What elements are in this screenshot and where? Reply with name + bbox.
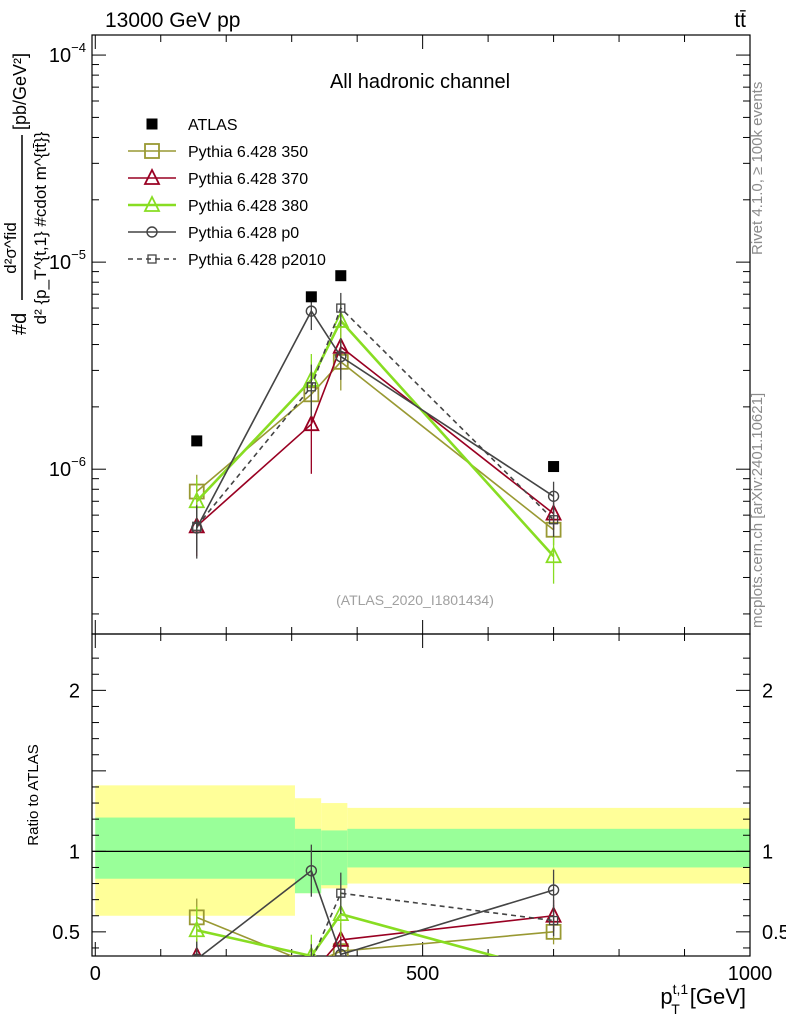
series-3-ratio-point	[335, 948, 347, 956]
series-1-line	[196, 345, 555, 527]
series-4-ratio-point	[192, 954, 202, 956]
series-4-point	[192, 521, 202, 531]
legend-marker-1	[143, 167, 161, 185]
series-2-ratio-point	[547, 964, 561, 978]
atlas-data-point	[305, 291, 317, 303]
series-2-ratio-point	[188, 920, 206, 938]
y-label-fraction-bottom: d² {p_T^{t,1} #cdot m^{tt̄}}	[31, 131, 50, 324]
series-2-ratio-point	[306, 945, 317, 956]
series-1-ratio-point	[304, 966, 318, 980]
series-3-point	[547, 490, 560, 502]
series-4-ratio-point	[336, 888, 346, 898]
legend-atlas-marker	[146, 118, 158, 130]
ratio-uncertainty-bands	[95, 785, 750, 916]
analysis-id: (ATLAS_2020_I1801434)	[336, 592, 494, 608]
legend-marker-0	[144, 143, 160, 159]
axis-ticks: 0 500 1000 10−6 10−5 10−4 0.5 0.5 1 1 2 2	[49, 35, 786, 985]
process-label: tt̄	[734, 9, 746, 32]
x-tick-label: 500	[406, 963, 439, 985]
legend-marker-3	[146, 226, 158, 238]
y-lower-tick-label-right: 2	[762, 680, 773, 702]
legend-marker-4	[147, 254, 157, 264]
y-lower-tick-label-left: 0.5	[52, 922, 80, 944]
series-4-point	[306, 382, 316, 392]
y-upper-tick-label: 10−4	[49, 40, 86, 67]
rivet-label: Rivet 4.1.0, ≥ 100k events	[749, 82, 766, 255]
x-tick-label: 0	[90, 963, 101, 985]
series-0-ratio-point	[304, 957, 318, 971]
y-lower-tick-label-left: 2	[69, 680, 80, 702]
series-3-ratio-point	[547, 884, 560, 896]
series-2-point	[332, 310, 350, 328]
ratio-band-green-3	[347, 828, 750, 868]
ratio-band-green-0	[95, 817, 295, 879]
series-4-point	[336, 303, 346, 313]
series-3-ratio-point	[305, 864, 318, 877]
y-label-numerator: #d	[9, 313, 31, 335]
series-3-line	[196, 309, 555, 529]
series-4-line	[196, 306, 555, 527]
legend-label: Pythia 6.428 370	[188, 171, 308, 188]
ratio-band-green-1	[294, 828, 322, 894]
atlas-data-point	[548, 461, 560, 473]
y-lower-tick-label-right: 1	[762, 841, 773, 863]
legend-label: Pythia 6.428 350	[188, 144, 308, 161]
y-upper-tick-label: 10−5	[49, 247, 86, 274]
series-0-line	[196, 360, 555, 531]
y-lower-tick-label-right: 0.5	[762, 922, 786, 944]
x-axis-label: pt,1 T [GeV]	[660, 981, 746, 1017]
atlas-data-points	[191, 270, 560, 473]
legend: ATLAS Pythia 6.428 350 Pythia 6.428 370 Pyt…	[128, 117, 326, 269]
series-1-ratio-line	[196, 914, 554, 956]
series-4-ratio-point	[548, 915, 559, 926]
atlas-data-point	[335, 270, 347, 282]
energy-label: 13000 GeV pp	[105, 9, 240, 32]
y-upper-tick-label: 10−6	[49, 454, 86, 481]
legend-marker-2	[143, 194, 161, 212]
atlas-data-point	[191, 435, 203, 447]
series-4-ratio-point	[307, 957, 315, 965]
ratio-band-green-2	[321, 830, 348, 886]
series-0-ratio-line	[196, 916, 554, 956]
lower-panel-frame	[91, 633, 751, 957]
lower-y-axis-label: Ratio to ATLAS	[25, 744, 42, 845]
series-1-point	[302, 414, 320, 432]
series-2-ratio-line	[196, 912, 500, 956]
x-tick-label: 1000	[728, 963, 773, 985]
site-label: mcplots.cern.ch [arXiv:2401.10621]	[749, 393, 766, 628]
series-2-point	[545, 546, 563, 564]
series-4-point	[548, 515, 559, 525]
series-3-point	[335, 350, 347, 363]
series-2-ratio-point	[332, 904, 350, 922]
upper-series-group	[188, 292, 563, 584]
lower-series-group	[188, 844, 563, 980]
chart-title: All hadronic channel	[330, 71, 510, 93]
series-3-point	[305, 305, 318, 317]
series-2-line	[195, 318, 555, 558]
y-lower-tick-label-left: 1	[69, 841, 80, 863]
legend-label: Pythia 6.428 p2010	[188, 252, 326, 269]
legend-label: Pythia 6.428 p0	[188, 225, 299, 242]
upper-y-axis-label: #d d²σ^fid d² {p_T^{t,1} #cdot m^{tt̄}} …	[1, 53, 50, 335]
series-3-ratio-line	[199, 869, 554, 956]
y-label-fraction-top: d²σ^fid	[1, 222, 20, 274]
legend-label: Pythia 6.428 380	[188, 198, 308, 215]
legend-label: ATLAS	[188, 117, 238, 134]
y-label-units: [pb/GeV²]	[10, 53, 30, 130]
